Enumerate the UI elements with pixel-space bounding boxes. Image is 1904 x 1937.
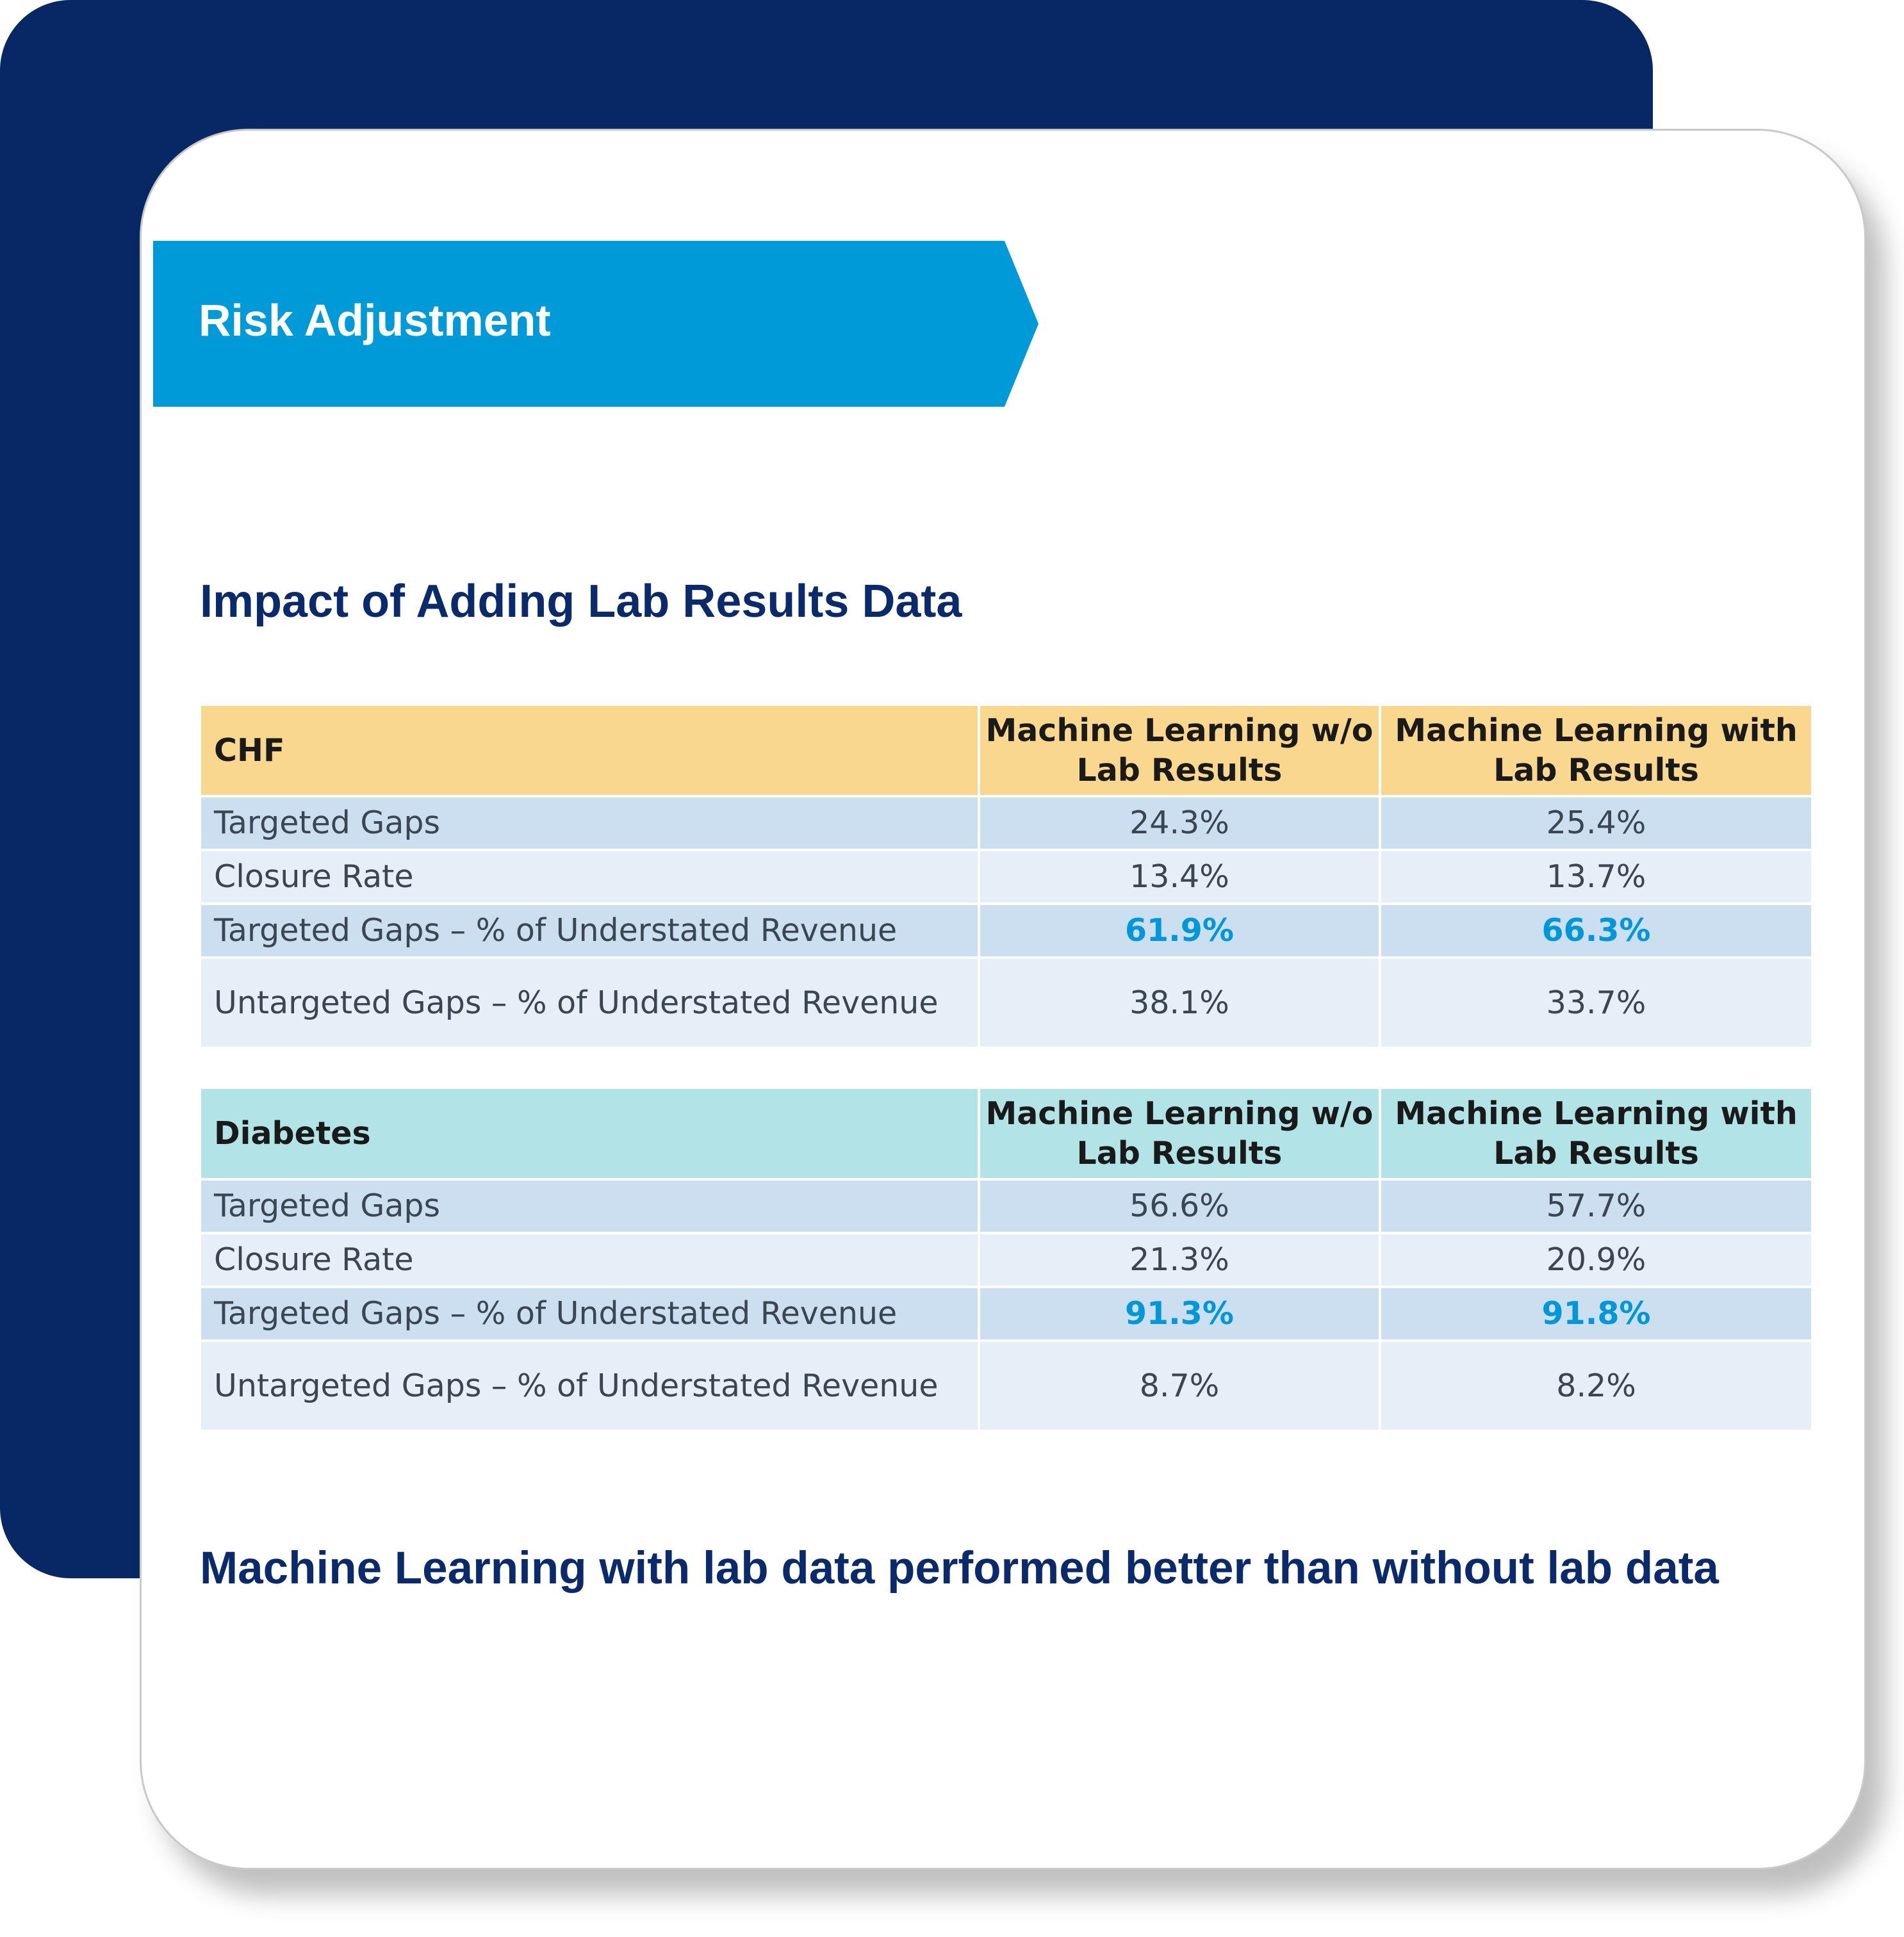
cell-value: 33.7% (1381, 959, 1811, 1047)
banner-title: Risk Adjustment (199, 295, 551, 345)
table-row: Targeted Gaps – % of Understated Revenue… (201, 905, 1811, 956)
table-header: Diabetes Machine Learning w/o Lab Result… (201, 1089, 1811, 1178)
column-header: Machine Learning with Lab Results (1381, 706, 1811, 795)
section-banner: Risk Adjustment (153, 241, 1038, 407)
table-header: CHF Machine Learning w/o Lab Results Mac… (201, 706, 1811, 795)
column-header: Machine Learning with Lab Results (1381, 1089, 1811, 1178)
row-label: Untargeted Gaps – % of Understated Reven… (201, 959, 978, 1047)
cell-value: 20.9% (1381, 1234, 1811, 1286)
row-label: Targeted Gaps – % of Understated Revenue (201, 1288, 978, 1339)
cell-value: 25.4% (1381, 797, 1811, 849)
cell-value: 21.3% (980, 1234, 1379, 1286)
row-label: Targeted Gaps (201, 797, 978, 849)
table-name: Diabetes (201, 1089, 978, 1178)
table-row: Closure Rate 13.4% 13.7% (201, 851, 1811, 903)
highlight-value: 61.9% (980, 905, 1379, 956)
row-label: Untargeted Gaps – % of Understated Reven… (201, 1342, 978, 1430)
row-label: Closure Rate (201, 1234, 978, 1286)
cell-value: 38.1% (980, 959, 1379, 1047)
table-row: Closure Rate 21.3% 20.9% (201, 1234, 1811, 1286)
table-row: Targeted Gaps 24.3% 25.4% (201, 797, 1811, 849)
row-label: Targeted Gaps – % of Understated Revenue (201, 905, 978, 956)
column-header: Machine Learning w/o Lab Results (980, 706, 1379, 795)
highlight-value: 66.3% (1381, 905, 1811, 956)
cell-value: 13.4% (980, 851, 1379, 903)
cell-value: 8.2% (1381, 1342, 1811, 1430)
row-label: Closure Rate (201, 851, 978, 903)
cell-value: 24.3% (980, 797, 1379, 849)
conclusion-text: Machine Learning with lab data performed… (200, 1543, 1719, 1594)
highlight-value: 91.3% (980, 1288, 1379, 1339)
page-title: Impact of Adding Lab Results Data (200, 576, 962, 627)
table-name: CHF (201, 706, 978, 795)
chf-table: CHF Machine Learning w/o Lab Results Mac… (199, 703, 1814, 1049)
cell-value: 57.7% (1381, 1181, 1811, 1232)
table-row: Untargeted Gaps – % of Understated Reven… (201, 959, 1811, 1047)
table-row: Untargeted Gaps – % of Understated Reven… (201, 1342, 1811, 1430)
row-label: Targeted Gaps (201, 1181, 978, 1232)
cell-value: 13.7% (1381, 851, 1811, 903)
column-header: Machine Learning w/o Lab Results (980, 1089, 1379, 1178)
cell-value: 8.7% (980, 1342, 1379, 1430)
table-row: Targeted Gaps 56.6% 57.7% (201, 1181, 1811, 1232)
cell-value: 56.6% (980, 1181, 1379, 1232)
diabetes-table: Diabetes Machine Learning w/o Lab Result… (199, 1086, 1814, 1432)
highlight-value: 91.8% (1381, 1288, 1811, 1339)
table-row: Targeted Gaps – % of Understated Revenue… (201, 1288, 1811, 1339)
